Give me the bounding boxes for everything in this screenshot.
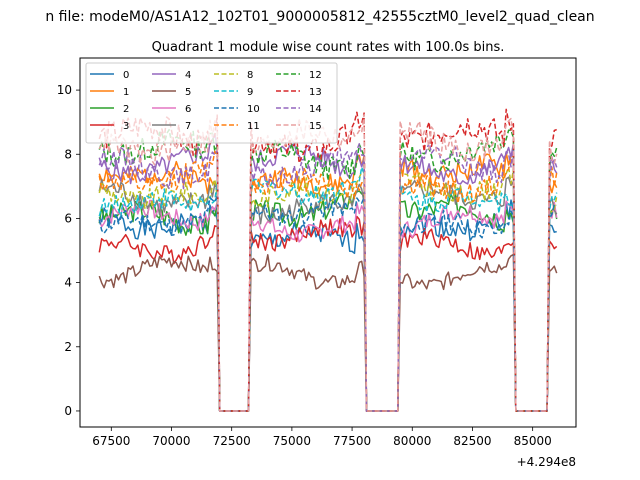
- series-line-3: [98, 215, 558, 412]
- y-tick-label: 6: [64, 211, 72, 225]
- series-line-4: [98, 133, 558, 412]
- legend-label-15: 15: [309, 121, 322, 132]
- legend-label-9: 9: [247, 87, 253, 98]
- series-line-14: [98, 141, 558, 412]
- legend-label-0: 0: [123, 70, 129, 81]
- series-line-10: [98, 194, 557, 412]
- figure-suptitle: n file: modeM0/AS1A12_102T01_9000005812_…: [45, 9, 594, 25]
- legend-label-10: 10: [247, 104, 260, 115]
- legend-label-13: 13: [309, 87, 322, 98]
- x-tick-label: 85000: [514, 434, 552, 448]
- x-tick-label: 75000: [273, 434, 311, 448]
- series-layer: [98, 108, 558, 412]
- x-tick-label: 77500: [333, 434, 371, 448]
- x-tick-label: 80000: [393, 434, 431, 448]
- series-line-6: [98, 199, 558, 412]
- y-tick-label: 10: [57, 83, 72, 97]
- y-tick-label: 4: [64, 276, 72, 290]
- series-line-8: [98, 166, 558, 412]
- legend-label-1: 1: [123, 87, 129, 98]
- series-line-9: [98, 166, 558, 412]
- x-tick-label: 67500: [92, 434, 130, 448]
- y-tick-label: 0: [64, 404, 72, 418]
- x-tick-label: 82500: [453, 434, 491, 448]
- x-tick-label: 70000: [152, 434, 190, 448]
- series-line-5: [98, 253, 558, 412]
- legend-label-7: 7: [185, 121, 191, 132]
- legend-frame: [85, 62, 338, 144]
- y-tick-label: 8: [64, 147, 72, 161]
- series-line-2: [98, 190, 558, 412]
- legend-label-14: 14: [309, 104, 322, 115]
- y-tick-label: 2: [64, 340, 72, 354]
- x-axis: 67500 70000 72500 75000 77500 80000 82500 85000: [92, 427, 552, 448]
- legend-label-5: 5: [185, 87, 191, 98]
- y-axis: 0 2 4 6 8 10: [57, 83, 80, 418]
- series-line-11: [98, 150, 558, 412]
- chart-title: Quadrant 1 module wise count rates with …: [152, 40, 505, 55]
- legend-label-6: 6: [185, 104, 191, 115]
- legend-label-12: 12: [309, 70, 322, 81]
- x-tick-label: 72500: [213, 434, 251, 448]
- legend-label-8: 8: [247, 70, 253, 81]
- axes-frame: [79, 57, 577, 428]
- legend-label-4: 4: [185, 70, 191, 81]
- legend-label-11: 11: [247, 121, 260, 132]
- series-line-7: [98, 176, 558, 412]
- series-line-15: [98, 113, 558, 412]
- x-offset-label: +4.294e8: [517, 455, 576, 469]
- legend-label-2: 2: [123, 104, 129, 115]
- legend-label-3: 3: [123, 121, 129, 132]
